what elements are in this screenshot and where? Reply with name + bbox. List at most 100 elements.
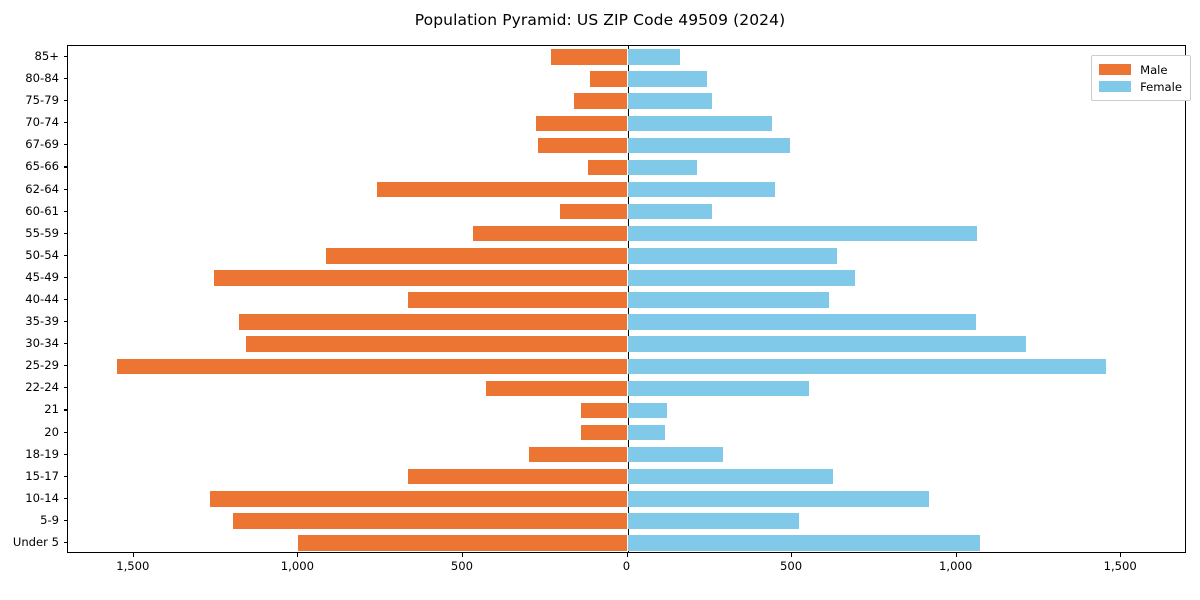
bar-female	[627, 71, 707, 87]
pyramid-row	[68, 377, 1185, 399]
pyramid-row	[68, 179, 1185, 201]
y-axis-tick-mark	[63, 343, 67, 345]
y-axis-tick-mark	[63, 276, 67, 278]
bar-male	[239, 314, 628, 330]
pyramid-row	[68, 421, 1185, 443]
bar-male	[559, 203, 628, 220]
y-axis-tick-label: 80-84	[25, 71, 59, 86]
y-axis-tick-label: 45-49	[25, 269, 59, 284]
bar-female	[627, 137, 791, 154]
legend-item[interactable]: Male	[1099, 61, 1182, 78]
bar-female	[627, 270, 855, 286]
y-axis-tick-mark	[63, 144, 67, 146]
pyramid-row	[68, 355, 1185, 377]
y-axis-tick-mark	[63, 453, 67, 455]
y-axis-tick-mark	[63, 254, 67, 256]
y-axis-tick-label: 85+	[34, 49, 59, 64]
y-axis-tick-mark	[63, 188, 67, 190]
x-axis-tick-label: 1,000	[280, 559, 314, 573]
bar-female	[627, 491, 929, 507]
bar-male	[537, 137, 628, 154]
y-axis-tick-mark	[63, 122, 67, 124]
pyramid-row	[68, 245, 1185, 267]
y-axis-tick-label: 22-24	[25, 380, 59, 395]
y-axis-tick-label: 62-64	[25, 181, 59, 196]
x-axis-tick-label: 1,500	[1103, 559, 1137, 573]
bar-female	[627, 49, 680, 65]
plot-bars-container	[68, 46, 1185, 552]
y-axis-tick-label: 60-61	[25, 203, 59, 218]
bar-male	[117, 358, 628, 374]
y-axis-tick-label: 21	[44, 402, 59, 417]
y-axis-tick-mark	[63, 475, 67, 477]
bar-female	[627, 248, 838, 264]
y-axis-tick-label: 65-66	[25, 159, 59, 174]
x-axis-tick-label: 500	[450, 559, 474, 573]
bar-female	[627, 513, 799, 529]
bar-male	[407, 468, 628, 485]
pyramid-row	[68, 223, 1185, 245]
pyramid-row	[68, 466, 1185, 488]
y-axis-tick-mark	[63, 232, 67, 234]
chart-title: Population Pyramid: US ZIP Code 49509 (2…	[414, 11, 786, 29]
chart-legend: Male Female	[1091, 55, 1191, 101]
y-axis-tick-label: 70-74	[25, 115, 59, 130]
bar-male	[528, 446, 628, 463]
bar-male	[535, 115, 628, 132]
x-axis-tick-label: 500	[779, 559, 803, 573]
y-axis-tick-label: 25-29	[25, 358, 59, 373]
legend-label: Male	[1140, 62, 1168, 77]
bar-male	[574, 93, 628, 109]
plot-area	[67, 45, 1186, 553]
y-axis-tick-mark	[63, 365, 67, 367]
y-axis-tick-label: 50-54	[25, 247, 59, 262]
pyramid-row	[68, 156, 1185, 178]
bar-male	[376, 181, 628, 198]
bar-female	[627, 314, 977, 330]
y-axis-tick-mark	[63, 56, 67, 58]
x-axis-tick-mark	[955, 553, 957, 557]
legend-item[interactable]: Female	[1099, 78, 1182, 95]
y-axis-tick-mark	[63, 78, 67, 80]
bar-male	[209, 491, 628, 507]
bar-female	[627, 535, 980, 551]
y-axis-tick-label: 10-14	[25, 490, 59, 505]
bar-female	[627, 446, 723, 463]
y-axis-tick-label: 15-17	[25, 468, 59, 483]
y-axis-tick-label: 75-79	[25, 93, 59, 108]
bar-female	[627, 115, 772, 132]
bar-female	[627, 402, 667, 419]
x-axis-tick-mark	[461, 553, 464, 557]
pyramid-row	[68, 510, 1185, 532]
pyramid-row	[68, 532, 1185, 552]
y-axis-tick-mark	[63, 409, 67, 411]
bar-male	[326, 248, 628, 264]
pyramid-row	[68, 399, 1185, 421]
y-axis-tick-label: 67-69	[25, 137, 59, 152]
bar-female	[627, 292, 829, 308]
y-axis-tick-label: 18-19	[25, 446, 59, 461]
y-axis-tick-mark	[63, 100, 67, 102]
bar-male	[407, 292, 628, 308]
bar-male	[581, 402, 628, 419]
pyramid-row	[68, 134, 1185, 156]
pyramid-row	[68, 90, 1185, 112]
y-axis-tick-mark	[63, 431, 67, 433]
legend-swatch	[1099, 81, 1132, 92]
bar-male	[245, 336, 628, 352]
x-axis-tick-mark	[132, 553, 134, 557]
y-axis-tick-mark	[63, 166, 67, 168]
y-axis-tick-mark	[63, 387, 67, 389]
y-axis-tick-mark	[63, 519, 67, 521]
x-axis-tick-label: 1,500	[116, 559, 150, 573]
bar-male	[232, 513, 628, 529]
y-axis-tick-label: 35-39	[25, 314, 59, 329]
bar-male	[587, 159, 628, 176]
bar-female	[627, 203, 712, 220]
pyramid-row	[68, 201, 1185, 223]
bar-female	[627, 181, 775, 198]
y-axis-tick-mark	[63, 497, 67, 499]
legend-swatch	[1099, 64, 1132, 75]
y-axis-tick-label: 40-44	[25, 292, 59, 306]
